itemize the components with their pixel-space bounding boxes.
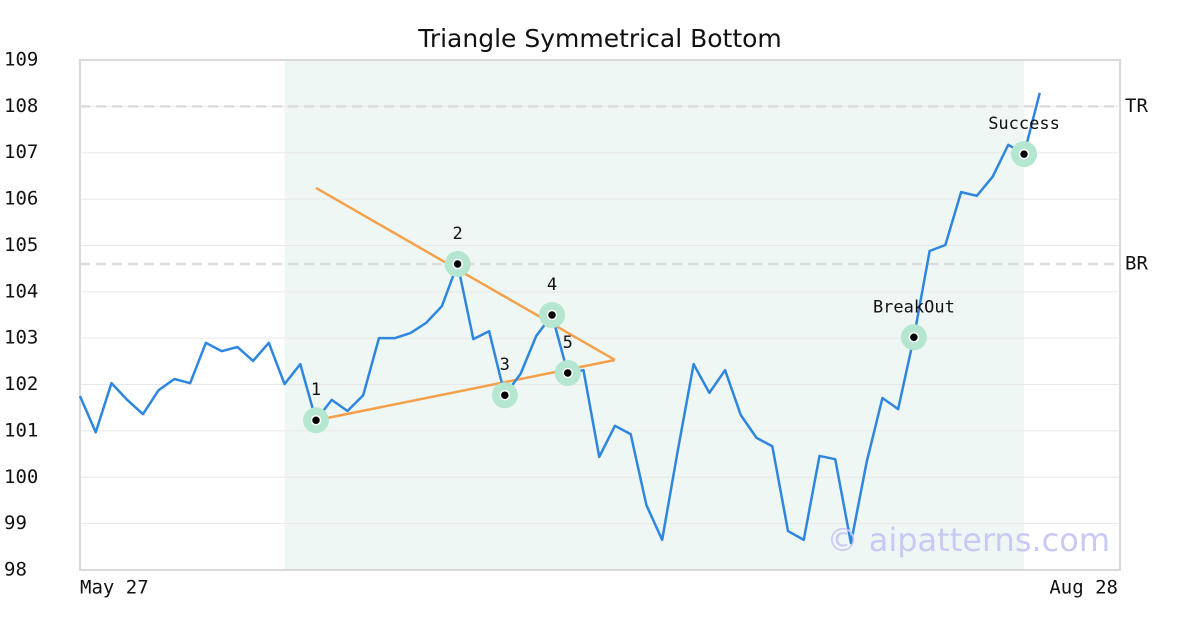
y-tick-label: 107 <box>4 141 38 163</box>
y-tick-label: 99 <box>4 512 27 534</box>
marker-label: 3 <box>500 355 510 375</box>
x-tick-label: Aug 28 <box>1049 577 1118 599</box>
y-tick-label: 108 <box>4 95 38 117</box>
y-tick-label: 103 <box>4 327 38 349</box>
x-tick-label: May 27 <box>80 577 149 599</box>
marker-dot <box>499 389 511 401</box>
marker-label: 1 <box>311 380 321 400</box>
marker-label: 2 <box>452 224 462 244</box>
marker-dot <box>1018 148 1030 160</box>
marker-label: 4 <box>547 275 557 295</box>
marker-label: 5 <box>563 333 573 353</box>
marker-dot <box>310 414 322 426</box>
highlight-region <box>284 60 1025 570</box>
y-tick-label: 109 <box>4 49 38 71</box>
y-tick-label: 100 <box>4 466 38 488</box>
marker-label: Success <box>988 114 1060 134</box>
plot-frame <box>79 59 1121 571</box>
marker-dot <box>546 309 558 321</box>
chart-title: Triangle Symmetrical Bottom <box>417 24 782 53</box>
y-tick-label: 106 <box>4 188 38 210</box>
reference-label: TR <box>1125 95 1148 117</box>
y-tick-label: 104 <box>4 280 38 302</box>
y-tick-label: 105 <box>4 234 38 256</box>
marker-label: BreakOut <box>873 297 955 317</box>
watermark: © aipatterns.com <box>827 521 1110 559</box>
marker-dot <box>452 258 463 270</box>
y-tick-label: 102 <box>4 373 38 395</box>
reference-label: BR <box>1125 253 1148 275</box>
y-tick-label: 98 <box>4 559 27 581</box>
price-line <box>78 92 1041 545</box>
marker-dot <box>562 367 573 379</box>
y-tick-label: 101 <box>4 419 38 441</box>
marker-dot <box>908 332 920 343</box>
